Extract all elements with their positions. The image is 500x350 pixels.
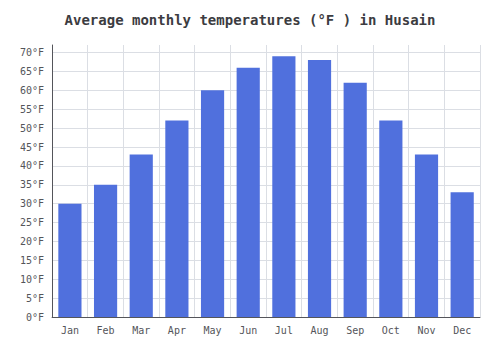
svg-text:70°F: 70°F [20,47,44,58]
svg-text:Oct: Oct [382,325,400,336]
svg-text:25°F: 25°F [20,217,44,228]
svg-text:15°F: 15°F [20,255,44,266]
svg-text:45°F: 45°F [20,142,44,153]
svg-text:Jul: Jul [275,325,293,336]
svg-text:20°F: 20°F [20,236,44,247]
svg-text:10°F: 10°F [20,274,44,285]
svg-text:Nov: Nov [417,325,435,336]
svg-text:0°F: 0°F [26,312,44,323]
svg-text:35°F: 35°F [20,179,44,190]
svg-text:55°F: 55°F [20,104,44,115]
svg-text:Jan: Jan [61,325,79,336]
svg-text:May: May [204,325,222,336]
svg-text:Average monthly temperatures (: Average monthly temperatures (°F ) in Hu… [65,12,436,28]
svg-text:Mar: Mar [132,325,150,336]
svg-text:Jun: Jun [239,325,257,336]
svg-text:60°F: 60°F [20,85,44,96]
svg-text:Aug: Aug [310,325,328,336]
svg-text:5°F: 5°F [26,293,44,304]
svg-text:30°F: 30°F [20,198,44,209]
svg-text:Sep: Sep [346,325,364,336]
svg-text:50°F: 50°F [20,123,44,134]
svg-text:Feb: Feb [97,325,115,336]
svg-text:Dec: Dec [453,325,471,336]
svg-text:65°F: 65°F [20,66,44,77]
svg-text:Apr: Apr [168,325,186,336]
svg-text:40°F: 40°F [20,160,44,171]
